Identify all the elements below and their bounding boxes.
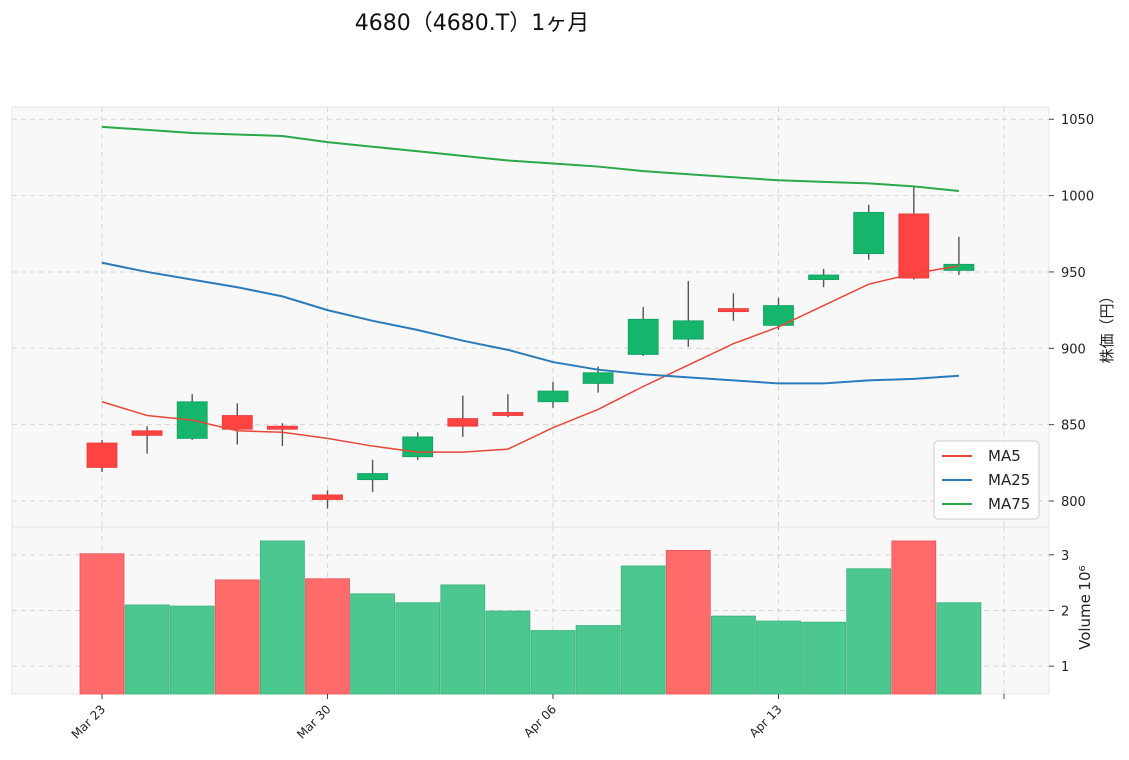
chart-title: 4680（4680.T）1ヶ月 <box>355 11 589 36</box>
volume-tick-label: 1 <box>1061 660 1069 675</box>
candle-body <box>131 430 163 436</box>
volume-bar <box>124 604 170 695</box>
volume-bar <box>485 610 531 695</box>
candle-body <box>402 436 434 458</box>
x-tick-label: Mar 23 <box>69 702 108 741</box>
volume-bar <box>936 602 982 695</box>
candle-body <box>537 390 569 403</box>
volume-bar <box>79 553 125 695</box>
price-tick-label: 1000 <box>1061 190 1094 205</box>
volume-bar <box>756 620 801 695</box>
volume-bar <box>259 540 305 695</box>
ma-line-ma75 <box>101 125 960 192</box>
candle-body <box>853 211 885 255</box>
x-tick-label: Apr 06 <box>521 702 559 740</box>
volume-bar <box>846 568 892 695</box>
candle-body <box>357 473 389 481</box>
volume-panel: 1 2 3 <box>11 526 1069 695</box>
candle-body <box>221 415 253 430</box>
price-tick-label: 800 <box>1061 495 1086 510</box>
volume-bar <box>350 593 396 695</box>
price-tick-label: 900 <box>1061 342 1086 357</box>
candle-body <box>582 372 614 384</box>
candle-body <box>763 305 794 326</box>
volume-axis-label: Volume 10⁶ <box>1076 565 1094 649</box>
volume-bar <box>575 625 621 695</box>
volume-bar <box>305 578 350 695</box>
volume-bar <box>214 579 260 695</box>
volume-bar <box>530 630 576 695</box>
candle-body <box>447 418 479 427</box>
candle-body <box>86 442 118 468</box>
legend-label-ma75: MA75 <box>988 495 1030 513</box>
price-tick-label: 950 <box>1061 266 1086 281</box>
volume-bar <box>711 615 756 695</box>
volume-exponent: 10⁶ <box>1076 565 1094 590</box>
volume-bar <box>440 584 486 695</box>
candle-body <box>943 263 975 271</box>
candle-body <box>898 213 930 279</box>
volume-bar <box>665 549 711 695</box>
volume-bar <box>169 605 215 695</box>
candle-body <box>718 308 749 313</box>
x-tick-label: Apr 13 <box>747 702 785 740</box>
legend-label-ma5: MA5 <box>988 447 1021 465</box>
volume-tick-label: 3 <box>1061 549 1069 564</box>
candle-body <box>672 320 704 340</box>
price-panel-bg <box>11 106 1050 528</box>
price-panel: 800 850 900 950 1000 1050 <box>11 106 1094 528</box>
candle-body <box>627 318 659 355</box>
candle-body <box>266 425 298 430</box>
price-tick-label: 1050 <box>1061 113 1094 128</box>
ma-line-ma25 <box>101 261 959 385</box>
volume-bar <box>620 565 666 695</box>
ma-line-ma5 <box>101 265 960 453</box>
legend: MA5 MA25 MA75 <box>933 440 1040 520</box>
x-axis: Mar 23 Mar 30 Apr 06 Apr 13 <box>69 694 1005 742</box>
volume-bar <box>801 621 846 695</box>
volume-label: Volume <box>1076 594 1094 650</box>
candle-body <box>492 412 524 416</box>
volume-bar <box>395 602 441 695</box>
legend-label-ma25: MA25 <box>988 471 1030 489</box>
candle-body <box>312 494 343 500</box>
price-axis-label: 株価（円） <box>1098 288 1116 363</box>
candle-body <box>808 274 839 280</box>
x-tick-label: Mar 30 <box>294 702 333 741</box>
legend-box <box>933 440 1040 520</box>
price-tick-label: 850 <box>1061 419 1086 434</box>
volume-bar <box>891 540 937 695</box>
volume-tick-label: 2 <box>1061 605 1069 620</box>
